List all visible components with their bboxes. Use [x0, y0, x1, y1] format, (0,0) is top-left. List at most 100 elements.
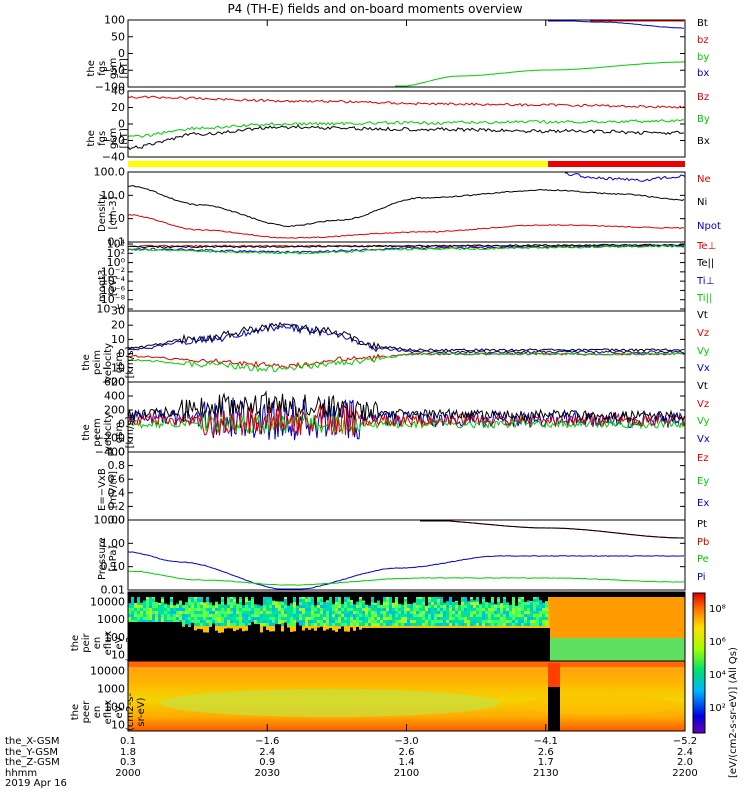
ylabel-line: en: [91, 636, 103, 649]
peir-pixel: [350, 605, 353, 608]
peir-pixel: [524, 623, 527, 626]
peir-pixel: [137, 620, 140, 623]
peir-pixel: [365, 620, 368, 623]
peir-pixel: [461, 617, 464, 620]
peir-pixel: [338, 599, 341, 602]
peir-pixel: [173, 620, 176, 623]
peir-pixel: [485, 623, 488, 626]
peir-pixel: [494, 608, 497, 611]
peir-pixel: [305, 611, 308, 614]
peir-pixel: [251, 611, 254, 614]
peir-pixel: [335, 605, 338, 608]
peir-void: [158, 622, 161, 661]
peir-pixel: [404, 602, 407, 605]
peir-pixel: [413, 617, 416, 620]
line-Npot: [565, 172, 686, 182]
peir-void: [224, 628, 227, 661]
peir-pixel: [248, 617, 251, 620]
peir-pixel: [371, 605, 374, 608]
peir-pixel: [461, 620, 464, 623]
peir-pixel: [263, 620, 266, 623]
peir-pixel: [431, 614, 434, 617]
peir-pixel: [416, 605, 419, 608]
ephemeris-value: 2.4: [259, 746, 276, 758]
peir-void: [248, 597, 251, 601]
peir-pixel: [248, 614, 251, 617]
peir-pixel: [347, 596, 350, 599]
peir-pixel: [536, 620, 539, 623]
line-Pt: [420, 520, 685, 539]
peir-pixel: [284, 605, 287, 608]
peir-pixel: [200, 620, 203, 623]
peir-pixel: [251, 599, 254, 602]
peir-void: [317, 627, 320, 661]
peir-pixel: [359, 599, 362, 602]
peir-pixel: [395, 620, 398, 623]
peir-pixel: [500, 620, 503, 623]
legend-item: Ex: [697, 498, 710, 510]
peir-pixel: [503, 599, 506, 602]
peir-void: [248, 625, 251, 661]
ylabel-peir: the peir en eflux eV (cm2-s-sr-eV): [70, 624, 147, 662]
peir-pixel: [143, 602, 146, 605]
peir-pixel: [275, 614, 278, 617]
peir-pixel: [179, 605, 182, 608]
peir-pixel: [371, 617, 374, 620]
ytick-label-density: 0.1: [108, 236, 126, 249]
peir-pixel: [452, 602, 455, 605]
peir-pixel: [164, 620, 167, 623]
peir-pixel: [203, 611, 206, 614]
peir-void: [326, 629, 329, 661]
peir-pixel: [266, 608, 269, 611]
peir-pixel: [416, 596, 419, 599]
peir-void: [329, 628, 332, 661]
peir-pixel: [185, 605, 188, 608]
peir-pixel: [533, 599, 536, 602]
peir-pixel: [398, 611, 401, 614]
peir-void: [221, 632, 224, 661]
peir-pixel: [341, 611, 344, 614]
peir-pixel: [440, 611, 443, 614]
peir-pixel: [269, 620, 272, 623]
peir-pixel: [425, 620, 428, 623]
peir-pixel: [194, 602, 197, 605]
peir-void: [293, 631, 296, 661]
peir-pixel: [170, 596, 173, 599]
peir-pixel: [251, 596, 254, 599]
ylabel-line: sr-eV): [135, 627, 147, 658]
legend-item: Pi: [697, 571, 706, 583]
peir-pixel: [458, 614, 461, 617]
peir-pixel: [278, 611, 281, 614]
peir-pixel: [500, 605, 503, 608]
ytick-label-efield: 0.0: [108, 514, 126, 527]
peir-pixel: [281, 611, 284, 614]
peir-pixel: [434, 617, 437, 620]
peir-pixel: [488, 611, 491, 614]
ytick-label-pressure: 0.10: [101, 560, 126, 573]
peir-pixel: [500, 611, 503, 614]
peir-pixel: [449, 608, 452, 611]
peir-pixel: [479, 611, 482, 614]
ylabel-line: peem: [91, 418, 103, 447]
peir-pixel: [491, 614, 494, 617]
peir-pixel: [512, 605, 515, 608]
peir-pixel: [191, 605, 194, 608]
peir-pixel: [161, 599, 164, 602]
peir-pixel: [332, 608, 335, 611]
peir-void: [296, 597, 299, 606]
peir-pixel: [422, 599, 425, 602]
peir-void: [482, 628, 485, 661]
peir-pixel: [194, 611, 197, 614]
peir-pixel: [326, 623, 329, 626]
peir-pixel: [314, 620, 317, 623]
peir-void: [380, 628, 383, 661]
peir-pixel: [305, 608, 308, 611]
peir-pixel: [146, 608, 149, 611]
peir-pixel: [455, 605, 458, 608]
peir-pixel: [344, 602, 347, 605]
peir-void: [434, 628, 437, 661]
peir-pixel: [449, 623, 452, 626]
peir-pixel: [185, 614, 188, 617]
peir-pixel: [302, 614, 305, 617]
peir-pixel: [347, 602, 350, 605]
